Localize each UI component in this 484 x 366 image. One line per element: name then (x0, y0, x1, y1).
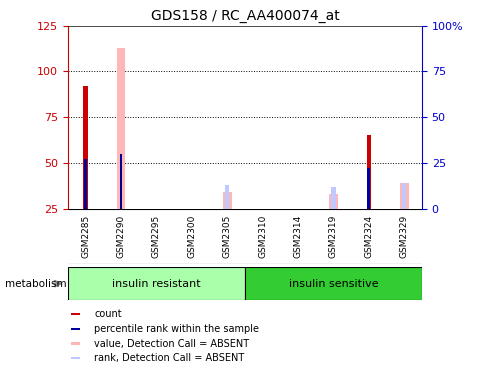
Text: percentile rank within the sample: percentile rank within the sample (94, 324, 259, 334)
Text: insulin resistant: insulin resistant (112, 279, 200, 289)
Bar (116, 48, 125, 209)
Bar (399, 183, 408, 209)
Text: insulin sensitive: insulin sensitive (288, 279, 378, 289)
Bar (71, 343, 80, 345)
Text: rank, Detection Call = ABSENT: rank, Detection Call = ABSENT (94, 353, 244, 363)
Bar (328, 194, 337, 209)
Text: GSM2285: GSM2285 (81, 214, 90, 258)
Title: GDS158 / RC_AA400074_at: GDS158 / RC_AA400074_at (150, 9, 339, 23)
Text: GSM2310: GSM2310 (257, 214, 267, 258)
Text: GSM2290: GSM2290 (116, 214, 125, 258)
Bar (225, 185, 229, 209)
Text: GSM2329: GSM2329 (399, 214, 408, 258)
Text: GSM2300: GSM2300 (187, 214, 196, 258)
Bar (401, 183, 406, 209)
Bar (331, 187, 335, 209)
Bar (84, 159, 87, 209)
Bar (120, 154, 122, 209)
Bar (83, 86, 88, 209)
Text: GSM2295: GSM2295 (151, 214, 161, 258)
Text: GSM2314: GSM2314 (293, 214, 302, 258)
Text: GSM2319: GSM2319 (328, 214, 337, 258)
Bar (71, 357, 80, 359)
Text: GSM2324: GSM2324 (363, 214, 373, 258)
Bar (366, 135, 370, 209)
Bar (68, 267, 244, 300)
Bar (222, 192, 231, 209)
Text: metabolism: metabolism (5, 279, 66, 289)
Text: GSM2305: GSM2305 (222, 214, 231, 258)
Bar (367, 168, 369, 209)
Text: value, Detection Call = ABSENT: value, Detection Call = ABSENT (94, 339, 249, 348)
Bar (71, 313, 80, 315)
Text: count: count (94, 309, 122, 319)
Bar (244, 267, 421, 300)
Bar (71, 328, 80, 330)
